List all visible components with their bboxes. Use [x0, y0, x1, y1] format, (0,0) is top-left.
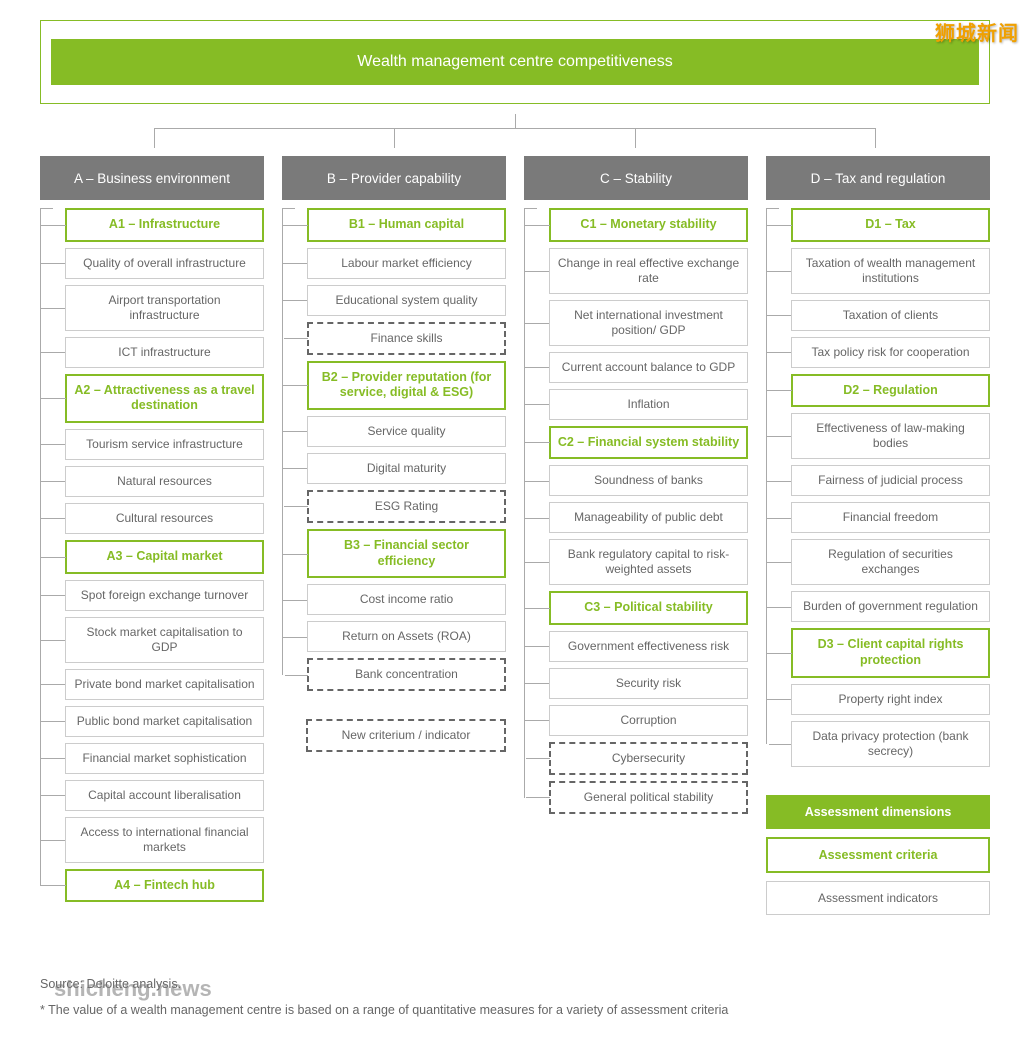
tree-connector-top	[40, 114, 990, 148]
criteria-box: A2 – Attractiveness as a travel destinat…	[65, 374, 264, 423]
indicator-box: Property right index	[791, 684, 990, 715]
indicator-box: General political stability	[549, 781, 748, 814]
indicator-box: ICT infrastructure	[65, 337, 264, 368]
indicator-box: Return on Assets (ROA)	[307, 621, 506, 652]
indicator-box: Airport transportation infrastructure	[65, 285, 264, 331]
legend-dimension: Assessment dimensions	[766, 795, 990, 829]
indicator-box: Taxation of wealth management institutio…	[791, 248, 990, 294]
page-title: Wealth management centre competitiveness	[51, 39, 979, 85]
indicator-box: Finance skills	[307, 322, 506, 355]
indicator-box: Security risk	[549, 668, 748, 699]
indicator-box: Service quality	[307, 416, 506, 447]
indicator-box: Digital maturity	[307, 453, 506, 484]
indicator-box: Educational system quality	[307, 285, 506, 316]
column-head: B – Provider capability	[282, 156, 506, 200]
column-body: C1 – Monetary stability Change in real ef…	[524, 208, 748, 814]
indicator-box: Public bond market capitalisation	[65, 706, 264, 737]
indicator-box: Tourism service infrastructure	[65, 429, 264, 460]
indicator-box: Fairness of judicial process	[791, 465, 990, 496]
indicator-box: Private bond market capitalisation	[65, 669, 264, 700]
indicator-box: Tax policy risk for cooperation	[791, 337, 990, 368]
diagram-root: { "title": "Wealth management centre com…	[40, 20, 990, 1020]
indicator-box: Net international investment position/ G…	[549, 300, 748, 346]
indicator-box: Change in real effective exchange rate	[549, 248, 748, 294]
criteria-box: B3 – Financial sector efficiency	[307, 529, 506, 578]
columns: A – Business environment A1 – Infrastruct…	[40, 156, 990, 915]
indicator-box: Effectiveness of law-making bodies	[791, 413, 990, 459]
indicator-box: Labour market efficiency	[307, 248, 506, 279]
column-head: C – Stability	[524, 156, 748, 200]
indicator-box: Quality of overall infrastructure	[65, 248, 264, 279]
criteria-box: D1 – Tax	[791, 208, 990, 242]
indicator-box: Bank regulatory capital to risk-weighted…	[549, 539, 748, 585]
indicator-box: Stock market capitalisation to GDP	[65, 617, 264, 663]
criteria-box: B2 – Provider reputation (for service, d…	[307, 361, 506, 410]
footnote-text: * The value of a wealth management centr…	[40, 1001, 990, 1020]
indicator-box: Current account balance to GDP	[549, 352, 748, 383]
criteria-box: C1 – Monetary stability	[549, 208, 748, 242]
title-banner: 狮城新闻 Wealth management centre competitiv…	[40, 20, 990, 104]
legend-indicator: Assessment indicators	[766, 881, 990, 915]
indicator-box: Regulation of securities exchanges	[791, 539, 990, 585]
indicator-box: Soundness of banks	[549, 465, 748, 496]
column-body: A1 – Infrastructure Quality of overall in…	[40, 208, 264, 902]
column-body: B1 – Human capital Labour market efficien…	[282, 208, 506, 691]
indicator-box: ESG Rating	[307, 490, 506, 523]
column-body: D1 – Tax Taxation of wealth management in…	[766, 208, 990, 767]
indicator-box: Taxation of clients	[791, 300, 990, 331]
indicator-box: Financial freedom	[791, 502, 990, 533]
criteria-box: B1 – Human capital	[307, 208, 506, 242]
legend-criteria: Assessment criteria	[766, 837, 990, 873]
indicator-box: Inflation	[549, 389, 748, 420]
criteria-box: C2 – Financial system stability	[549, 426, 748, 460]
indicator-box: Burden of government regulation	[791, 591, 990, 622]
criteria-box: D2 – Regulation	[791, 374, 990, 408]
criteria-box: A4 – Fintech hub	[65, 869, 264, 903]
extra-indicator-box: New criterium / indicator	[306, 719, 506, 752]
watermark-bottom: shicheng.news	[54, 976, 212, 1002]
indicator-box: Manageability of public debt	[549, 502, 748, 533]
indicator-box: Spot foreign exchange turnover	[65, 580, 264, 611]
criteria-box: C3 – Political stability	[549, 591, 748, 625]
column-d: D – Tax and regulation D1 – Tax Taxation o…	[766, 156, 990, 915]
indicator-box: Access to international financial market…	[65, 817, 264, 863]
criteria-box: A3 – Capital market	[65, 540, 264, 574]
column-head: D – Tax and regulation	[766, 156, 990, 200]
indicator-box: Cost income ratio	[307, 584, 506, 615]
watermark-top: 狮城新闻	[935, 17, 1019, 46]
indicator-box: Data privacy protection (bank secrecy)	[791, 721, 990, 767]
column-c: C – Stability C1 – Monetary stability Chan…	[524, 156, 748, 820]
indicator-box: Government effectiveness risk	[549, 631, 748, 662]
indicator-box: Cultural resources	[65, 503, 264, 534]
indicator-box: Financial market sophistication	[65, 743, 264, 774]
column-head: A – Business environment	[40, 156, 264, 200]
criteria-box: A1 – Infrastructure	[65, 208, 264, 242]
indicator-box: Bank concentration	[307, 658, 506, 691]
indicator-box: Cybersecurity	[549, 742, 748, 775]
criteria-box: D3 – Client capital rights protection	[791, 628, 990, 677]
legend: Assessment dimensions Assessment criteria…	[766, 795, 990, 915]
indicator-box: Natural resources	[65, 466, 264, 497]
column-a: A – Business environment A1 – Infrastruct…	[40, 156, 264, 908]
indicator-box: Corruption	[549, 705, 748, 736]
column-b: B – Provider capability B1 – Human capita…	[282, 156, 506, 758]
indicator-box: Capital account liberalisation	[65, 780, 264, 811]
